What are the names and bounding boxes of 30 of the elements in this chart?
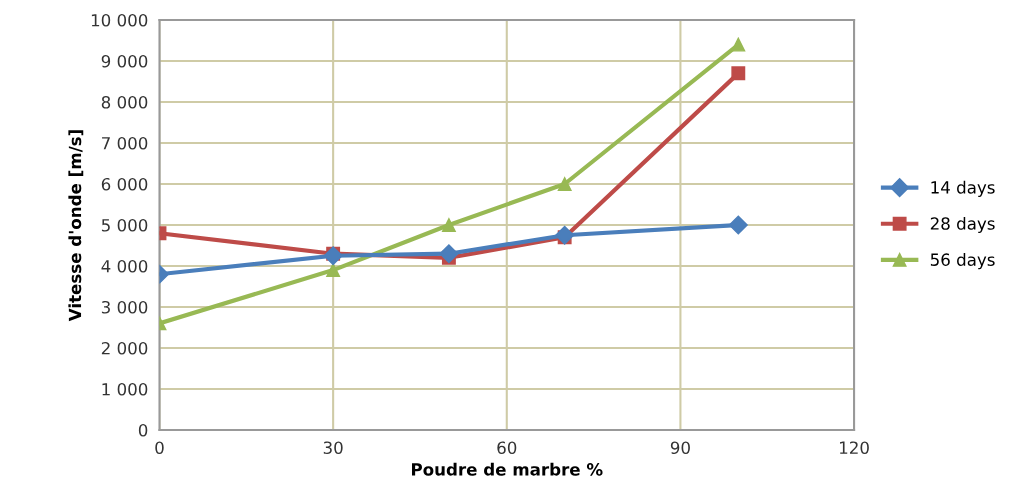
point: [731, 66, 746, 81]
point: [555, 225, 575, 245]
x-tick-label: 0: [155, 441, 164, 455]
point: [441, 218, 456, 232]
y-tick-label: 5 000: [101, 218, 148, 232]
x-tick-label: 30: [323, 441, 343, 455]
y-tick-label: 7 000: [102, 136, 148, 150]
y-tick-label: 1 000: [102, 382, 148, 396]
y-tick-label: 3 000: [101, 300, 148, 314]
x-tick-label: 120: [839, 441, 869, 455]
y-tick-label: 9 000: [101, 54, 148, 68]
point: [326, 263, 341, 278]
legend-label: 56 days: [930, 253, 995, 270]
point: [731, 37, 746, 52]
point: [557, 177, 572, 191]
y-tick-label: 4 000: [101, 259, 148, 273]
legend-label: 14 days: [931, 180, 995, 197]
y-axis-title: Vitesse d'onde [m/s]: [68, 130, 84, 322]
y-tick-label: 0: [138, 423, 148, 437]
y-tick-label: 8 000: [101, 95, 148, 109]
y-tick-label: 6 000: [101, 177, 148, 191]
x-tick-label: 60: [497, 441, 517, 455]
legend-label: 28 days: [930, 216, 995, 234]
x-tick-label: 90: [670, 441, 690, 455]
y-tick-label: 10 000: [91, 13, 148, 27]
y-tick-label: 2 000: [101, 341, 148, 355]
point: [728, 215, 748, 235]
point: [439, 244, 459, 264]
point: [323, 246, 343, 266]
x-axis-title: Poudre de marbre %: [412, 462, 603, 476]
